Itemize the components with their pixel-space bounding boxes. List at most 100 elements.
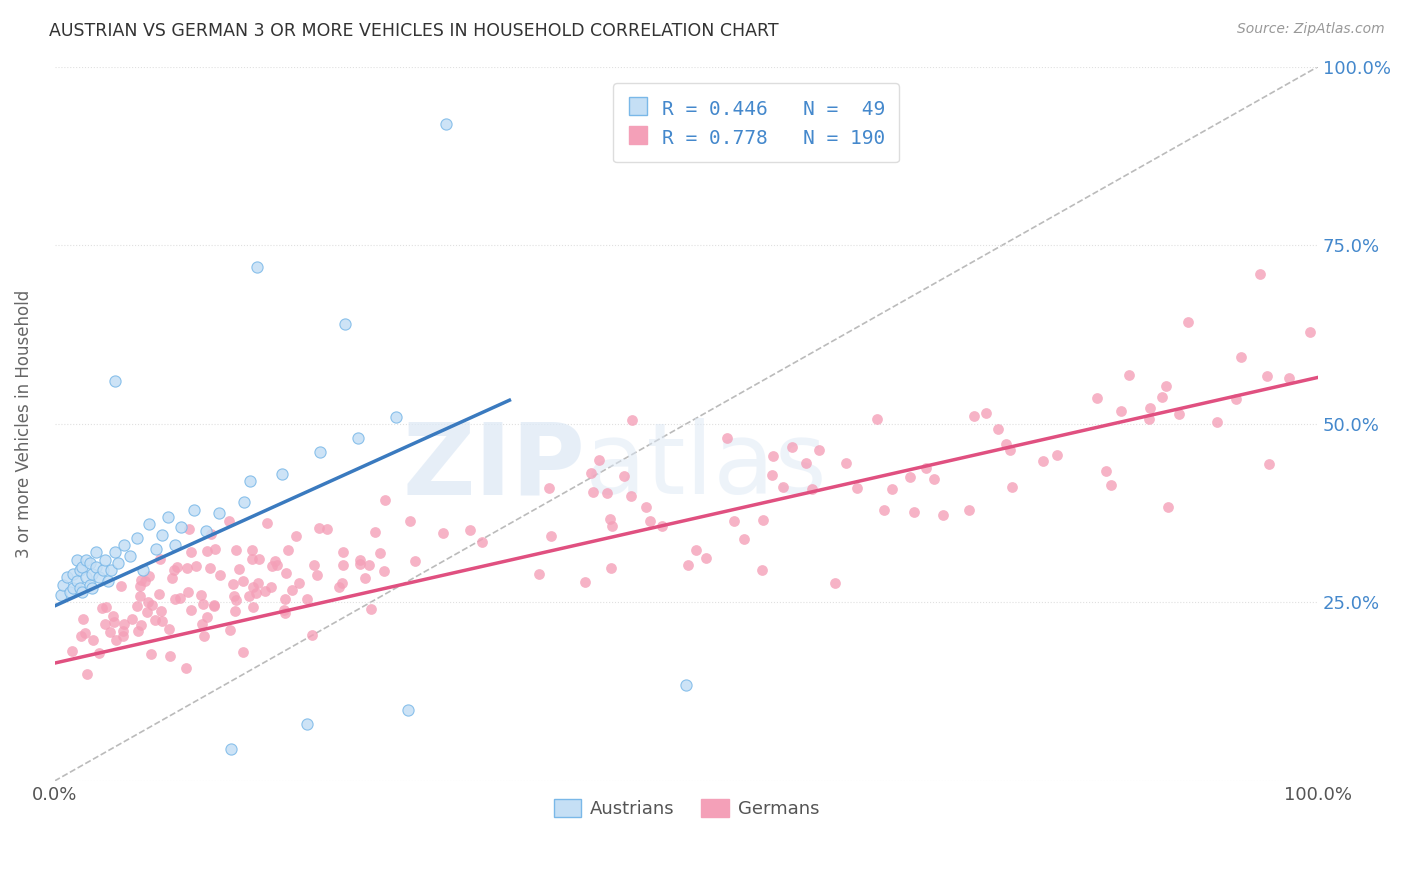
Point — [66, 552, 89, 566]
Point — [193, 628, 215, 642]
Point — [359, 558, 381, 573]
Point — [97, 574, 120, 588]
Point — [1230, 350, 1253, 364]
Point — [332, 545, 354, 559]
Point — [143, 613, 166, 627]
Point — [52, 577, 75, 591]
Point — [1118, 368, 1140, 383]
Point — [202, 598, 225, 612]
Point — [82, 581, 104, 595]
Point — [801, 482, 824, 496]
Point — [995, 437, 1018, 451]
Point — [903, 505, 925, 519]
Point — [69, 629, 91, 643]
Point — [82, 566, 104, 581]
Point — [675, 677, 697, 691]
Point — [177, 523, 200, 537]
Point — [998, 443, 1021, 458]
Point — [183, 502, 205, 516]
Point — [374, 492, 396, 507]
Point — [228, 561, 250, 575]
Point — [242, 543, 264, 558]
Legend: Austrians, Germans: Austrians, Germans — [547, 792, 827, 826]
Point — [163, 591, 186, 606]
Point — [835, 456, 858, 470]
Point — [208, 567, 231, 582]
Point — [1225, 392, 1247, 406]
Point — [1150, 390, 1173, 404]
Point — [103, 608, 125, 623]
Point — [160, 571, 183, 585]
Point — [256, 516, 278, 531]
Point — [138, 569, 160, 583]
Point — [332, 575, 354, 590]
Point — [136, 595, 159, 609]
Point — [963, 409, 986, 423]
Point — [281, 582, 304, 597]
Point — [574, 574, 596, 589]
Point — [373, 564, 395, 578]
Point — [222, 590, 245, 604]
Point — [1299, 326, 1322, 340]
Point — [932, 508, 955, 522]
Text: AUSTRIAN VS GERMAN 3 OR MORE VEHICLES IN HOUSEHOLD CORRELATION CHART: AUSTRIAN VS GERMAN 3 OR MORE VEHICLES IN… — [49, 22, 779, 40]
Point — [91, 601, 114, 615]
Point — [246, 260, 269, 274]
Point — [1094, 464, 1116, 478]
Point — [898, 470, 921, 484]
Point — [120, 549, 142, 563]
Point — [94, 552, 117, 566]
Point — [221, 742, 243, 756]
Point — [1045, 448, 1067, 462]
Point — [66, 574, 89, 588]
Point — [808, 443, 831, 458]
Point — [599, 512, 621, 526]
Point — [93, 617, 115, 632]
Point — [62, 581, 84, 595]
Point — [733, 532, 755, 546]
Point — [957, 503, 980, 517]
Point — [880, 482, 903, 496]
Point — [198, 561, 221, 575]
Point — [332, 558, 354, 572]
Point — [762, 449, 785, 463]
Text: Source: ZipAtlas.com: Source: ZipAtlas.com — [1237, 22, 1385, 37]
Point — [588, 453, 610, 467]
Point — [72, 612, 94, 626]
Point — [434, 117, 457, 131]
Point — [242, 580, 264, 594]
Point — [69, 581, 91, 595]
Point — [1257, 457, 1279, 471]
Point — [305, 567, 328, 582]
Point — [75, 552, 97, 566]
Point — [761, 468, 783, 483]
Point — [987, 422, 1010, 436]
Point — [873, 503, 896, 517]
Point — [112, 624, 135, 639]
Point — [404, 554, 426, 568]
Point — [240, 551, 263, 566]
Point — [634, 500, 657, 514]
Point — [145, 541, 167, 556]
Point — [651, 519, 673, 533]
Point — [620, 413, 643, 427]
Point — [138, 516, 160, 531]
Point — [301, 628, 323, 642]
Point — [98, 624, 121, 639]
Point — [75, 626, 97, 640]
Point — [190, 588, 212, 602]
Point — [104, 632, 127, 647]
Point — [162, 563, 184, 577]
Point — [195, 524, 218, 538]
Point — [247, 552, 270, 566]
Point — [349, 557, 371, 571]
Point — [302, 558, 325, 572]
Point — [846, 481, 869, 495]
Point — [353, 571, 375, 585]
Point — [149, 551, 172, 566]
Point — [1139, 401, 1161, 415]
Point — [169, 591, 191, 606]
Point — [772, 480, 794, 494]
Point — [49, 588, 72, 602]
Point — [225, 542, 247, 557]
